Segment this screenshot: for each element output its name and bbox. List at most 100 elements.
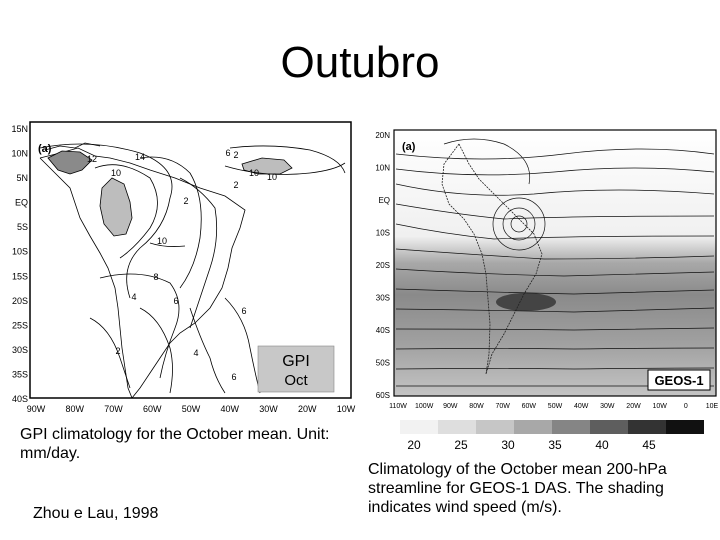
lat-label: 50S xyxy=(376,359,390,368)
scale-value: 25 xyxy=(454,438,468,452)
lon-label: 10W xyxy=(337,404,356,414)
lon-label: 20W xyxy=(298,404,317,414)
lon-label: 80W xyxy=(469,403,484,410)
lon-axis-labels: 110W 100W 90W 80W 70W 60W 50W 40W 30W 20W 10W 0 10E xyxy=(389,403,718,410)
lon-label: 50W xyxy=(182,404,201,414)
lon-label: 40W xyxy=(574,403,589,410)
model-label-box xyxy=(647,369,711,391)
gpi-map-figure: 15N 10N 5N EQ 5S 10S 15S 20S 25S 30S 35S 40S 90W 80W… xyxy=(0,118,357,418)
scale-value: 20 xyxy=(407,438,421,452)
lon-label: 60W xyxy=(522,403,537,410)
jet-core-shading xyxy=(496,293,556,311)
lat-label: 20S xyxy=(376,261,390,270)
lon-label: 10E xyxy=(706,403,719,410)
lat-label: 40S xyxy=(376,326,390,335)
lon-label: 110W xyxy=(389,403,407,410)
lon-label: 20W xyxy=(626,403,641,410)
lat-label: 60S xyxy=(376,391,390,400)
lat-label: 20S xyxy=(12,296,28,306)
lat-label: 5N xyxy=(16,173,28,183)
contour-label: 2 xyxy=(233,180,238,190)
lat-label: 40S xyxy=(12,394,28,404)
lat-label: 30S xyxy=(376,294,390,303)
reference-citation: Zhou e Lau, 1998 xyxy=(33,505,159,522)
contour-label: 6 xyxy=(173,296,178,306)
gpi-caption: GPI climatology for the October mean. Un… xyxy=(20,426,330,462)
lon-label: 70W xyxy=(495,403,510,410)
lon-label: 50W xyxy=(548,403,563,410)
streamline-map: 20N 10N EQ 10S 20S 30S 40S 50S 60S 110W 100W 90W 80… xyxy=(375,129,719,410)
model-label: GEOS-1 xyxy=(654,373,703,388)
scale-value: 40 xyxy=(595,438,609,452)
lon-label: 30W xyxy=(600,403,615,410)
lon-label: 100W xyxy=(415,403,434,410)
lon-label: 40W xyxy=(220,404,239,414)
geos-streamline-figure: 20N 10N EQ 10S 20S 30S 40S 50S 60S 110W 100W 90W 80… xyxy=(364,124,720,414)
scale-value: 35 xyxy=(548,438,562,452)
lon-label: 30W xyxy=(259,404,278,414)
lon-label: 0 xyxy=(684,403,688,410)
lat-label: 30S xyxy=(12,345,28,355)
lon-label: 10W xyxy=(652,403,667,410)
slide-title: Outubro xyxy=(280,38,440,87)
lon-label: 90W xyxy=(27,404,46,414)
wind-speed-color-scale: 20 25 30 35 40 45 xyxy=(400,420,705,452)
gpi-label-box xyxy=(257,345,335,393)
streamlines xyxy=(395,138,715,387)
lat-label: 10N xyxy=(375,164,390,173)
contour-label: 2 xyxy=(233,150,238,160)
gpi-max-shading-1 xyxy=(47,150,93,175)
scale-swatch xyxy=(628,420,667,434)
gpi-max-shading-2 xyxy=(99,177,133,237)
contour-label: 8 xyxy=(153,272,158,282)
contour-label: 14 xyxy=(135,152,145,162)
scale-swatch xyxy=(552,420,591,434)
scale-swatch xyxy=(590,420,629,434)
contour-label: 12 xyxy=(87,154,97,164)
color-scale-svg: 20 25 30 35 40 45 xyxy=(400,420,705,452)
lat-label: EQ xyxy=(15,198,28,208)
contour-label: 6 xyxy=(225,148,230,158)
gpi-box-month: Oct xyxy=(284,372,308,389)
scale-swatch xyxy=(666,420,705,434)
lat-label: 5S xyxy=(17,222,28,232)
lat-axis-labels: 15N 10N 5N EQ 5S 10S 15S 20S 25S 30S 35S 40S xyxy=(11,124,28,404)
gpi-map: 15N 10N 5N EQ 5S 10S 15S 20S 25S 30S 35S 40S 90W 80W… xyxy=(11,121,356,414)
scale-swatch xyxy=(476,420,515,434)
scale-swatch xyxy=(438,420,477,434)
contour-label: 4 xyxy=(193,348,198,358)
contour-label: 10 xyxy=(267,172,277,182)
lon-label: 60W xyxy=(143,404,162,414)
streamline-caption: Climatology of the October mean 200-hPa … xyxy=(368,461,667,516)
lat-label: 15N xyxy=(11,124,28,134)
gpi-box-title: GPI xyxy=(282,353,310,370)
panel-label: (a) xyxy=(402,141,416,153)
lon-label: 70W xyxy=(104,404,123,414)
contour-label: 6 xyxy=(231,372,236,382)
contour-label: 10 xyxy=(111,168,121,178)
lat-label: 10S xyxy=(376,229,390,238)
lat-label: 25S xyxy=(12,320,28,330)
contour-label: 6 xyxy=(241,306,246,316)
gpi-contours xyxy=(39,143,346,394)
contour-label: 2 xyxy=(115,346,120,356)
contour-label: 10 xyxy=(249,168,259,178)
panel-label: (a) xyxy=(38,143,52,155)
contour-label: 4 xyxy=(131,292,136,302)
gpi-max-shading-3 xyxy=(241,157,293,175)
contour-label: 2 xyxy=(183,196,188,206)
lon-axis-labels: 90W 80W 70W 60W 50W 40W 30W 20W 10W xyxy=(27,404,356,414)
lat-label: 15S xyxy=(12,271,28,281)
coastline xyxy=(39,147,246,399)
streamline-frame xyxy=(393,129,717,397)
scale-swatch xyxy=(400,420,439,434)
contour-label: 10 xyxy=(157,236,167,246)
lat-label: 35S xyxy=(12,369,28,379)
scale-swatch xyxy=(514,420,553,434)
lat-label: 10N xyxy=(11,149,28,159)
lon-label: 80W xyxy=(65,404,84,414)
scale-value: 30 xyxy=(501,438,515,452)
scale-value: 45 xyxy=(642,438,656,452)
lat-label: EQ xyxy=(378,196,390,205)
lon-label: 90W xyxy=(443,403,458,410)
